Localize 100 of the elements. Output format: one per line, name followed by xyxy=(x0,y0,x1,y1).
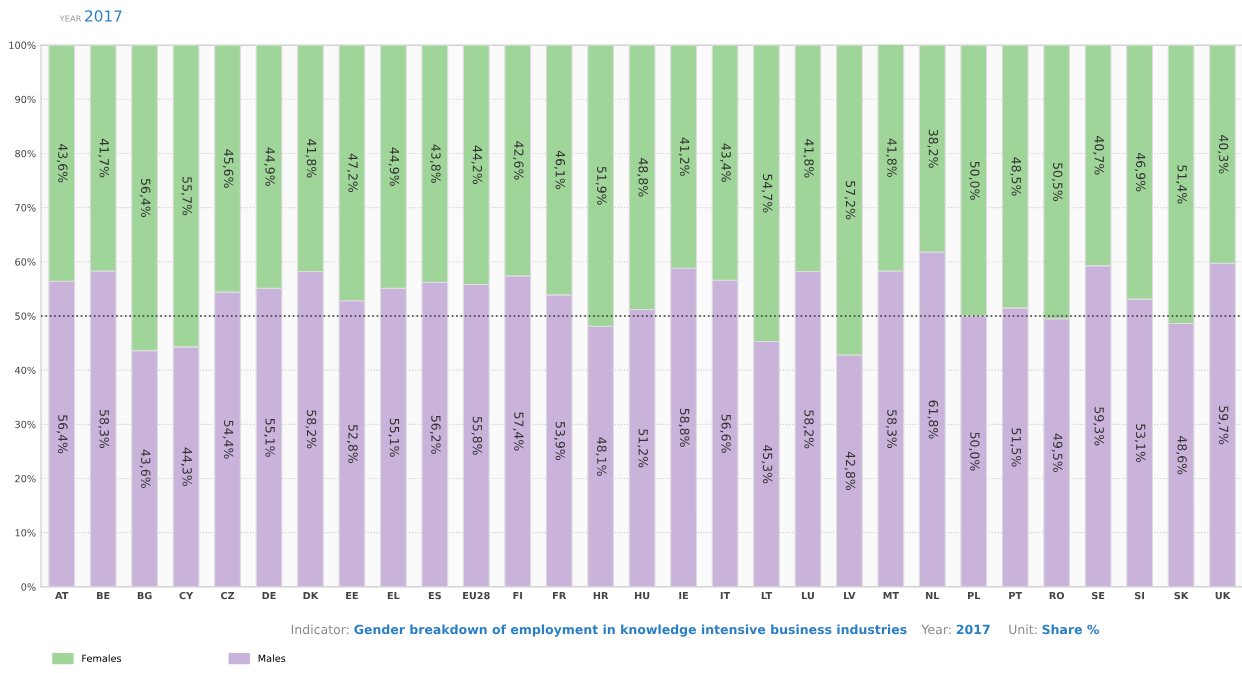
y-tick-label: 30% xyxy=(15,420,36,429)
data-label: 55,8% xyxy=(471,416,483,455)
x-tick-label: FI xyxy=(513,592,522,600)
text: Gender breakdown of employment in knowledge intensive business industries xyxy=(354,624,907,637)
data-label: 41,8% xyxy=(305,139,317,178)
data-label: 48,8% xyxy=(637,158,648,197)
data-label: 58,2% xyxy=(305,410,317,449)
data-label: 50,5% xyxy=(1051,163,1063,202)
data-label: 52,8% xyxy=(347,424,358,463)
x-tick-label: LV xyxy=(844,592,856,600)
text: Unit: xyxy=(1009,624,1037,635)
y-tick-label: 50% xyxy=(15,312,36,320)
data-label: 58,3% xyxy=(98,410,109,449)
x-tick-label: ES xyxy=(428,591,441,600)
data-label: 43,6% xyxy=(139,449,151,488)
x-tick-label: DK xyxy=(303,592,319,600)
x-tick-label: EE xyxy=(346,592,358,600)
y-tick-label: 80% xyxy=(15,149,36,158)
x-tick-label: BG xyxy=(137,591,152,600)
y-tick-label: 40% xyxy=(14,366,36,374)
text: YEAR xyxy=(59,15,82,22)
x-tick-label: DE xyxy=(262,592,276,600)
y-tick-label: 90% xyxy=(15,95,36,104)
data-label: 54,7% xyxy=(761,174,773,213)
data-label: 56,4% xyxy=(139,178,151,218)
data-label: 50,0% xyxy=(968,161,980,200)
y-tick-label: 0% xyxy=(21,583,36,591)
x-tick-label: IE xyxy=(679,592,688,600)
x-tick-label: SI xyxy=(1134,591,1145,600)
x-tick-label: SK xyxy=(1174,591,1189,600)
x-tick-label: LT xyxy=(761,592,773,600)
data-label: 55,1% xyxy=(388,418,400,457)
data-label: 40,3% xyxy=(1217,135,1229,174)
x-tick-label: MT xyxy=(883,592,899,600)
data-label: 43,4% xyxy=(720,143,731,182)
data-label: 51,9% xyxy=(595,166,607,205)
x-tick-label: IT xyxy=(720,592,731,600)
data-label: 41,2% xyxy=(678,137,690,176)
data-label: 50,0% xyxy=(968,432,980,471)
data-label: 41,8% xyxy=(803,139,814,178)
data-label: 54,4% xyxy=(222,420,234,459)
data-label: 51,2% xyxy=(637,429,648,468)
x-tick-label: HU xyxy=(634,592,650,600)
data-label: 38,2% xyxy=(927,129,939,168)
data-label: 56,6% xyxy=(720,414,731,453)
data-label: 55,1% xyxy=(264,418,275,457)
data-label: 46,1% xyxy=(554,150,566,190)
data-label: 48,1% xyxy=(595,437,607,476)
x-tick-label: RO xyxy=(1049,591,1065,600)
chart-title: 2017 xyxy=(85,10,122,22)
x-tick-label: PT xyxy=(1009,592,1023,600)
x-tick-label: SE xyxy=(1092,591,1105,600)
x-tick-label: CY xyxy=(179,591,194,600)
x-tick-label: HR xyxy=(593,592,609,600)
y-tick-label: 70% xyxy=(15,204,36,212)
text: Share % xyxy=(1042,624,1100,635)
x-tick-label: AT xyxy=(55,592,69,600)
data-label: 59,3% xyxy=(1093,407,1104,446)
data-label: 56,2% xyxy=(429,415,441,454)
data-label: 59,7% xyxy=(1217,406,1229,445)
data-label: 51,4% xyxy=(1176,165,1187,204)
data-label: 58,2% xyxy=(803,410,814,449)
x-tick-label: NL xyxy=(926,592,940,600)
text: 2017 xyxy=(956,624,990,635)
data-label: 44,2% xyxy=(471,145,483,184)
data-label: 44,3% xyxy=(181,447,192,487)
legend-label: Males xyxy=(258,654,286,663)
data-label: 43,8% xyxy=(429,144,441,183)
data-label: 45,3% xyxy=(761,444,773,484)
data-label: 58,8% xyxy=(678,408,690,447)
x-tick-label: EL xyxy=(387,592,400,600)
legend-label: Females xyxy=(82,654,122,663)
x-tick-label: PL xyxy=(968,592,981,600)
data-label: 48,6% xyxy=(1176,435,1187,475)
data-label: 47,2% xyxy=(347,153,358,193)
y-tick-label: 10% xyxy=(15,529,36,537)
data-label: 41,7% xyxy=(98,138,109,178)
x-tick-label: BE xyxy=(97,592,110,600)
data-label: 57,4% xyxy=(512,412,524,451)
data-label: 53,9% xyxy=(554,421,566,461)
text: Year: xyxy=(921,624,951,635)
x-tick-label: CZ xyxy=(220,591,235,600)
x-tick-label: EU28 xyxy=(463,591,490,600)
x-tick-label: LU xyxy=(801,592,814,600)
data-label: 48,5% xyxy=(1010,157,1022,196)
x-tick-label: UK xyxy=(1215,592,1231,600)
x-tick-label: FR xyxy=(553,592,567,600)
y-tick-label: 60% xyxy=(15,258,36,266)
text: Indicator: xyxy=(291,624,349,635)
data-label: 55,7% xyxy=(181,177,192,216)
data-label: 42,6% xyxy=(512,141,524,180)
data-label: 40,7% xyxy=(1093,136,1104,175)
data-label: 57,2% xyxy=(844,181,856,220)
data-label: 44,9% xyxy=(388,147,400,186)
data-label: 46,9% xyxy=(1134,152,1146,192)
data-label: 56,4% xyxy=(56,415,68,454)
data-label: 49,5% xyxy=(1051,433,1063,472)
data-label: 53,1% xyxy=(1134,424,1146,463)
data-label: 58,3% xyxy=(885,410,897,449)
data-label: 42,8% xyxy=(844,451,856,491)
